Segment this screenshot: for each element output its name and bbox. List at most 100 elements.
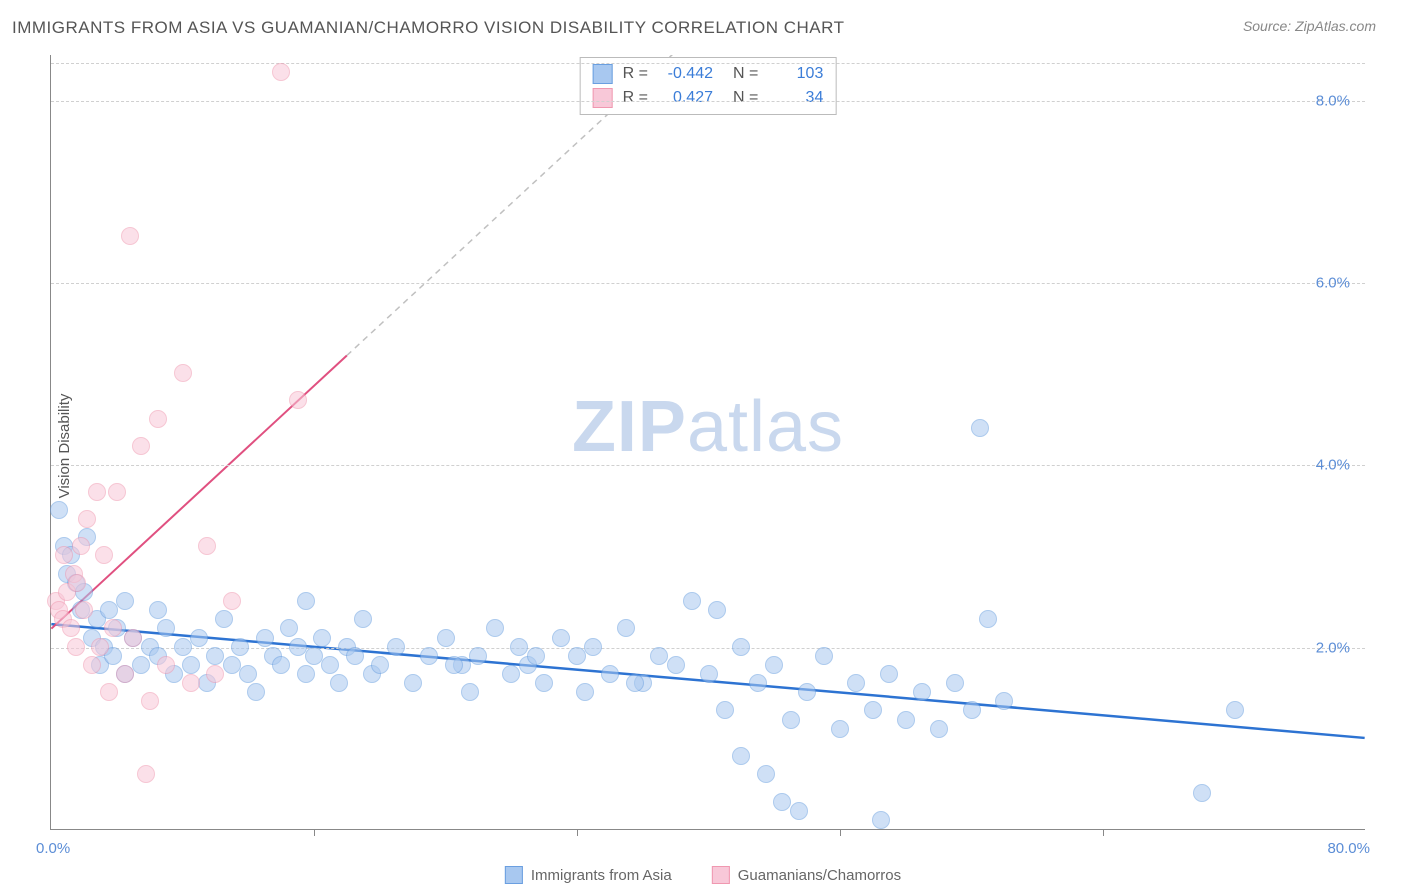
data-point	[971, 419, 989, 437]
data-point	[864, 701, 882, 719]
data-point	[68, 574, 86, 592]
data-point	[206, 647, 224, 665]
legend-label: Guamanians/Chamorros	[738, 867, 901, 884]
chart-title: IMMIGRANTS FROM ASIA VS GUAMANIAN/CHAMOR…	[12, 18, 844, 38]
data-point	[297, 665, 315, 683]
legend-swatch	[505, 866, 523, 884]
legend-bottom: Immigrants from Asia Guamanians/Chamorro…	[505, 866, 901, 884]
data-point	[50, 501, 68, 519]
data-point	[75, 601, 93, 619]
data-point	[757, 765, 775, 783]
stats-legend: R = -0.442 N = 103 R = 0.427 N = 34	[580, 57, 837, 115]
legend-swatch	[593, 88, 613, 108]
data-point	[626, 674, 644, 692]
data-point	[552, 629, 570, 647]
x-tick	[840, 829, 841, 836]
stats-row: R = -0.442 N = 103	[593, 62, 824, 86]
data-point	[67, 638, 85, 656]
data-point	[946, 674, 964, 692]
data-point	[732, 638, 750, 656]
data-point	[371, 656, 389, 674]
data-point	[215, 610, 233, 628]
y-tick-label: 6.0%	[1316, 274, 1350, 291]
data-point	[716, 701, 734, 719]
data-point	[1226, 701, 1244, 719]
data-point	[700, 665, 718, 683]
data-point	[124, 629, 142, 647]
data-point	[510, 638, 528, 656]
data-point	[149, 601, 167, 619]
data-point	[568, 647, 586, 665]
data-point	[387, 638, 405, 656]
data-point	[289, 391, 307, 409]
data-point	[815, 647, 833, 665]
gridline	[51, 283, 1365, 284]
data-point	[913, 683, 931, 701]
data-point	[289, 638, 307, 656]
gridline	[51, 101, 1365, 102]
data-point	[576, 683, 594, 701]
data-point	[121, 227, 139, 245]
data-point	[149, 410, 167, 428]
data-point	[469, 647, 487, 665]
x-tick	[1103, 829, 1104, 836]
data-point	[132, 437, 150, 455]
data-point	[708, 601, 726, 619]
data-point	[527, 647, 545, 665]
data-point	[55, 546, 73, 564]
y-tick-label: 2.0%	[1316, 639, 1350, 656]
r-label: R =	[623, 89, 648, 107]
data-point	[790, 802, 808, 820]
data-point	[880, 665, 898, 683]
legend-item: Immigrants from Asia	[505, 866, 672, 884]
data-point	[272, 656, 290, 674]
data-point	[297, 592, 315, 610]
data-point	[132, 656, 150, 674]
data-point	[847, 674, 865, 692]
data-point	[346, 647, 364, 665]
data-point	[198, 537, 216, 555]
data-point	[83, 656, 101, 674]
x-tick-max: 80.0%	[1327, 840, 1370, 857]
data-point	[617, 619, 635, 637]
data-point	[174, 638, 192, 656]
legend-swatch	[593, 64, 613, 84]
data-point	[116, 592, 134, 610]
data-point	[62, 619, 80, 637]
data-point	[116, 665, 134, 683]
data-point	[256, 629, 274, 647]
n-value: 34	[768, 89, 823, 107]
y-tick-label: 4.0%	[1316, 457, 1350, 474]
data-point	[100, 601, 118, 619]
data-point	[437, 629, 455, 647]
data-point	[206, 665, 224, 683]
data-point	[305, 647, 323, 665]
r-value: 0.427	[658, 89, 713, 107]
data-point	[486, 619, 504, 637]
data-point	[601, 665, 619, 683]
data-point	[765, 656, 783, 674]
n-label: N =	[733, 65, 758, 83]
data-point	[157, 656, 175, 674]
watermark: ZIPatlas	[572, 386, 844, 468]
data-point	[732, 747, 750, 765]
r-value: -0.442	[658, 65, 713, 83]
data-point	[78, 510, 96, 528]
data-point	[650, 647, 668, 665]
data-point	[1193, 784, 1211, 802]
data-point	[445, 656, 463, 674]
data-point	[995, 692, 1013, 710]
data-point	[979, 610, 997, 628]
data-point	[584, 638, 602, 656]
data-point	[897, 711, 915, 729]
data-point	[930, 720, 948, 738]
plot-area: ZIPatlas R = -0.442 N = 103 R = 0.427 N …	[50, 55, 1365, 830]
gridline	[51, 63, 1365, 64]
source-attribution: Source: ZipAtlas.com	[1243, 18, 1376, 34]
data-point	[88, 483, 106, 501]
data-point	[831, 720, 849, 738]
data-point	[182, 674, 200, 692]
data-point	[137, 765, 155, 783]
data-point	[354, 610, 372, 628]
data-point	[280, 619, 298, 637]
